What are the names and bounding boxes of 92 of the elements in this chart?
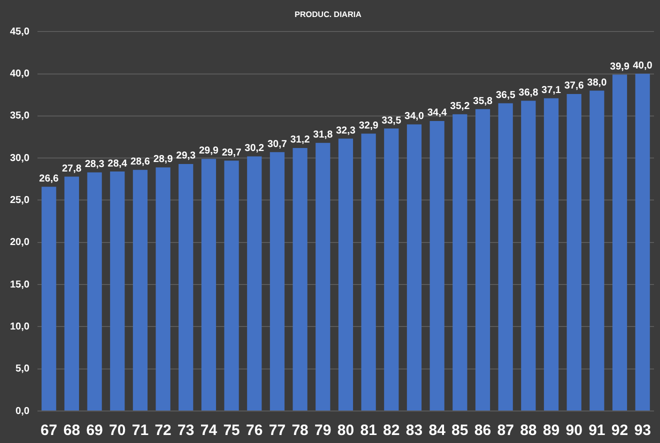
data-label: 28,4 xyxy=(108,158,128,170)
y-tick-label: 30,0 xyxy=(10,152,30,164)
x-tick-label: 76 xyxy=(246,422,263,440)
x-tick-label: 91 xyxy=(588,422,606,440)
bar xyxy=(361,134,376,410)
data-label: 26,6 xyxy=(39,173,60,184)
data-label: 29,3 xyxy=(176,150,196,162)
bar xyxy=(452,114,468,410)
x-tick-label: 87 xyxy=(497,422,514,440)
data-label: 37,6 xyxy=(564,80,584,92)
bar xyxy=(224,160,239,410)
data-label: 29,7 xyxy=(222,147,242,158)
y-tick-label: 40,0 xyxy=(10,68,30,80)
data-label: 28,6 xyxy=(130,156,150,168)
x-tick-label: 72 xyxy=(154,422,172,440)
bar xyxy=(338,138,354,410)
bar xyxy=(316,142,330,410)
y-tick-label: 25,0 xyxy=(10,194,30,206)
data-label: 27,8 xyxy=(62,163,82,174)
x-tick-label: 75 xyxy=(223,422,240,440)
x-tick-label: 69 xyxy=(86,422,103,440)
data-label: 39,9 xyxy=(610,61,630,72)
x-tick-label: 81 xyxy=(360,422,377,440)
data-label: 30,7 xyxy=(267,138,288,150)
x-tick-label: 89 xyxy=(542,422,560,440)
y-tick-label: 20,0 xyxy=(10,237,30,248)
x-tick-label: 79 xyxy=(314,422,332,440)
bar xyxy=(544,98,559,410)
x-tick-label: 93 xyxy=(634,422,651,440)
x-tick-label: 83 xyxy=(406,422,423,440)
bar xyxy=(87,172,102,410)
bar xyxy=(498,103,513,410)
data-label: 29,9 xyxy=(198,146,219,157)
x-tick-label: 88 xyxy=(520,422,537,440)
data-label: 34,0 xyxy=(404,111,424,122)
y-tick-label: 10,0 xyxy=(10,321,30,332)
data-label: 36,5 xyxy=(496,90,516,102)
bar xyxy=(178,164,194,410)
bar xyxy=(64,176,80,410)
x-tick-label: 70 xyxy=(109,422,126,440)
x-tick-label: 82 xyxy=(383,422,400,440)
x-tick-label: 74 xyxy=(200,422,218,440)
x-tick-label: 86 xyxy=(474,422,492,440)
bar xyxy=(612,74,628,410)
data-label: 28,9 xyxy=(153,154,174,166)
y-tick-label: 35,0 xyxy=(10,110,30,122)
x-tick-label: 84 xyxy=(428,422,446,440)
y-tick-label: 5,0 xyxy=(16,364,30,375)
x-tick-label: 77 xyxy=(268,422,286,440)
bar xyxy=(590,90,604,410)
bar xyxy=(430,120,444,410)
bar xyxy=(247,156,262,410)
bar xyxy=(110,172,125,410)
data-label: 34,4 xyxy=(427,108,448,119)
x-tick-label: 71 xyxy=(132,422,149,440)
bar xyxy=(635,74,650,410)
data-label: 32,9 xyxy=(358,120,379,132)
x-tick-label: 85 xyxy=(452,422,468,440)
bar xyxy=(521,100,536,410)
data-label: 38,0 xyxy=(587,77,608,88)
y-tick-label: 15,0 xyxy=(10,279,30,290)
bar xyxy=(566,94,582,410)
y-tick-label: 0,0 xyxy=(16,406,30,417)
bar xyxy=(292,148,308,410)
bar xyxy=(406,124,422,410)
bar xyxy=(384,128,399,410)
bar xyxy=(42,186,56,410)
bar xyxy=(201,158,216,410)
bar xyxy=(270,152,285,410)
bar xyxy=(132,170,148,410)
x-tick-label: 73 xyxy=(178,422,194,440)
x-tick-label: 90 xyxy=(566,422,582,440)
bar xyxy=(475,109,490,410)
data-label: 28,3 xyxy=(84,159,105,170)
x-tick-label: 68 xyxy=(63,422,80,440)
data-label: 37,1 xyxy=(542,84,562,96)
y-tick-label: 45,0 xyxy=(10,26,30,38)
data-label: 31,8 xyxy=(313,130,334,141)
data-label: 32,3 xyxy=(336,125,356,136)
data-label: 35,8 xyxy=(473,96,493,107)
x-tick-label: 80 xyxy=(337,422,354,440)
data-label: 30,2 xyxy=(244,143,265,154)
data-label: 40,0 xyxy=(632,60,653,72)
data-label: 31,2 xyxy=(290,134,310,146)
bar xyxy=(156,167,170,410)
data-label: 36,8 xyxy=(518,87,539,98)
data-label: 33,5 xyxy=(382,115,402,126)
x-tick-label: 67 xyxy=(40,422,58,440)
data-label: 35,2 xyxy=(450,100,470,112)
x-tick-label: 78 xyxy=(292,422,308,440)
x-tick-label: 92 xyxy=(611,422,628,440)
chart-title: PRODUC. DIARIA xyxy=(294,10,362,20)
